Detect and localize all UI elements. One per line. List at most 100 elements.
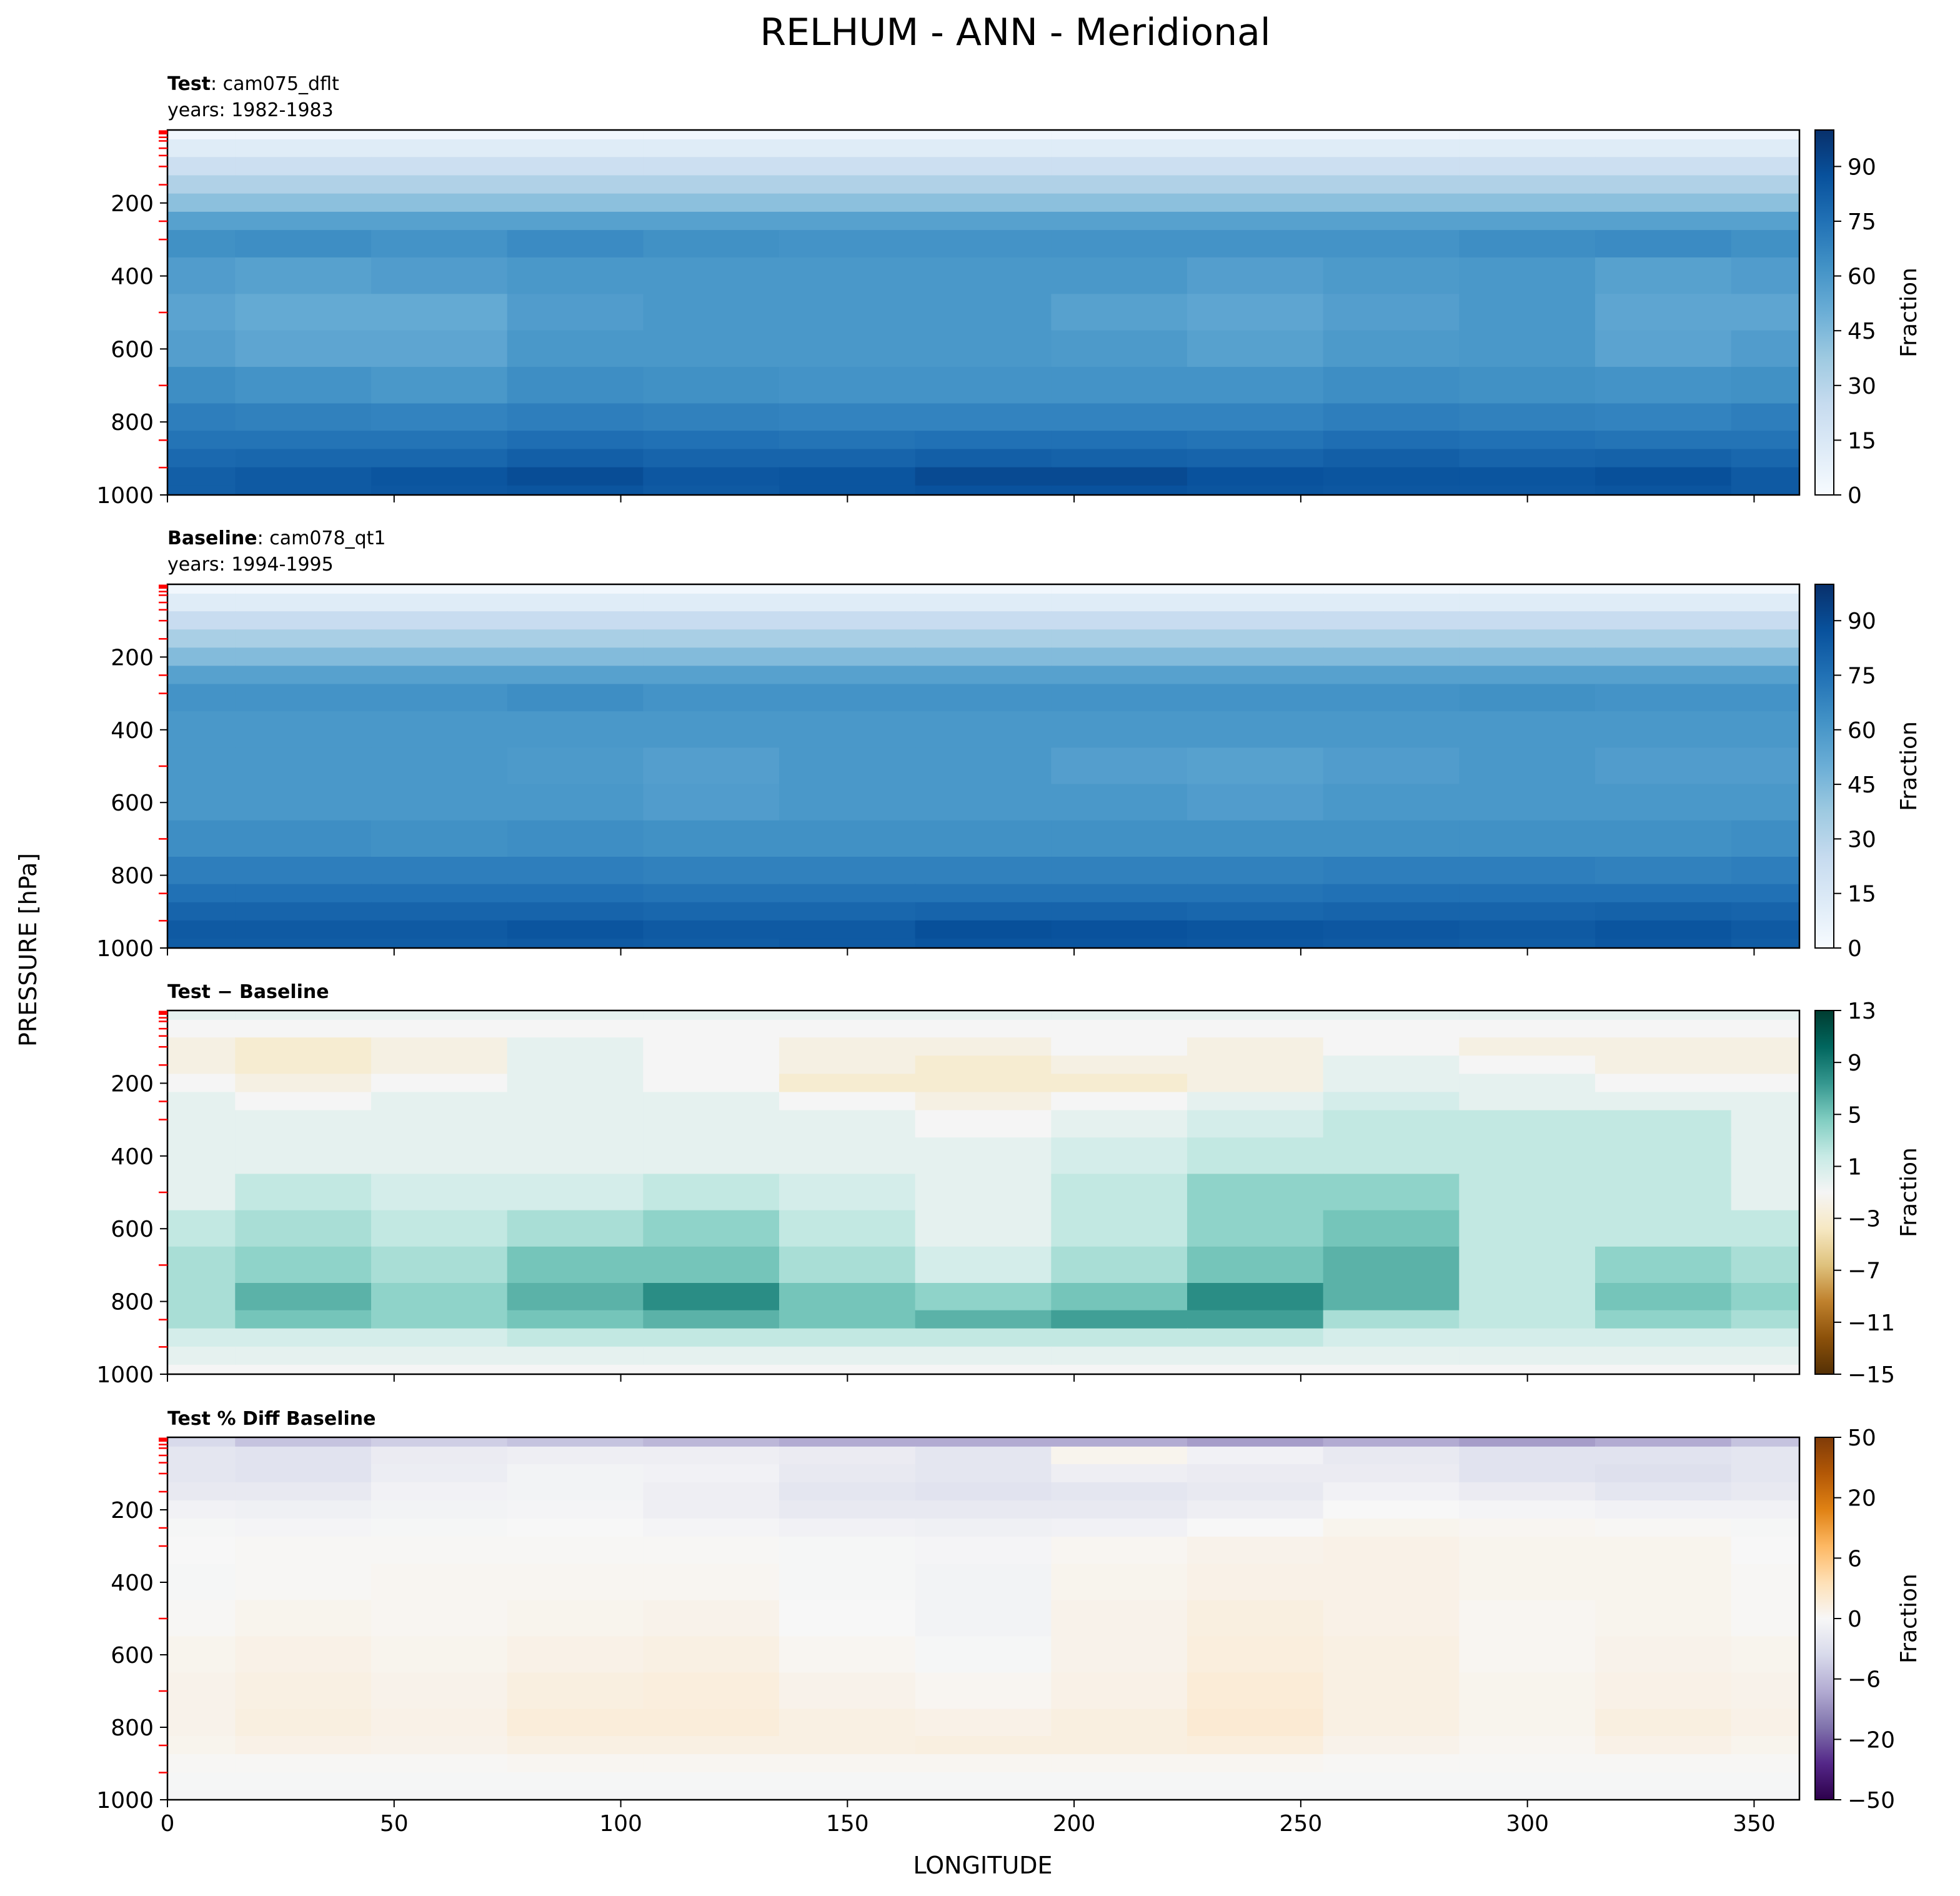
data-cell [235, 1564, 372, 1601]
data-cell [1459, 1092, 1596, 1111]
data-cell [235, 1519, 372, 1537]
data-cell [1323, 257, 1460, 295]
data-cell [1731, 1464, 1799, 1483]
data-cell [1051, 684, 1188, 712]
y-tick-label: 400 [111, 718, 154, 744]
data-cell [1459, 330, 1596, 368]
colorbar-tick-label: −50 [1848, 1788, 1895, 1814]
data-cell [915, 1600, 1052, 1637]
data-cell [167, 820, 236, 857]
y-tick-label: 200 [111, 1071, 154, 1097]
data-cell [915, 1283, 1052, 1311]
data-cell [371, 1482, 508, 1501]
data-cell [1051, 1736, 1188, 1755]
data-cell [167, 857, 236, 885]
data-cell [1323, 1110, 1460, 1139]
data-cell [371, 920, 508, 939]
data-cell [1731, 230, 1799, 258]
data-cell [235, 920, 372, 939]
colorbar-tick-label: 5 [1848, 1102, 1862, 1128]
data-cell [1595, 294, 1732, 331]
field-baseline [167, 584, 1799, 948]
data-cell [167, 1364, 236, 1374]
data-cell [1459, 1283, 1596, 1311]
data-cell [1731, 1092, 1799, 1111]
x-tick-label: 100 [599, 1811, 642, 1837]
data-cell [915, 175, 1052, 194]
data-cell [1595, 1709, 1732, 1737]
data-cell [915, 747, 1052, 785]
data-cell [643, 1310, 780, 1329]
data-cell [1323, 938, 1460, 948]
field-pctdiff [167, 1437, 1799, 1800]
data-cell [915, 1137, 1052, 1175]
data-cell [1459, 1364, 1596, 1374]
data-cell [1731, 1736, 1799, 1755]
data-cell [1187, 920, 1324, 939]
data-cell [1187, 820, 1324, 857]
data-cell [1051, 193, 1188, 212]
data-cell [235, 684, 372, 712]
panel-diff: Test − Baseline 200 400 600 800 1000 13 9 5 1 −3 −7… [96, 981, 1922, 1388]
colorbar-tick-label: −20 [1848, 1727, 1895, 1753]
data-cell [643, 367, 780, 404]
data-cell [1323, 1019, 1460, 1039]
y-tick-label: 600 [111, 337, 154, 362]
data-cell [1459, 857, 1596, 885]
data-cell [915, 1364, 1052, 1374]
data-cell [1187, 1736, 1324, 1755]
data-cell [1187, 1283, 1324, 1311]
data-cell [779, 1446, 916, 1465]
data-cell [167, 666, 236, 685]
colorbar-tick-label: 15 [1848, 428, 1876, 454]
data-cell [235, 1672, 372, 1710]
data-cell [1595, 647, 1732, 667]
data-cell [1187, 1790, 1324, 1800]
colorbar-tick-label: 50 [1848, 1425, 1876, 1451]
data-cell [1051, 157, 1188, 176]
data-cell [235, 1110, 372, 1139]
data-cell [779, 1636, 916, 1674]
data-cell [779, 938, 916, 948]
colorbar-tick-label: 30 [1848, 827, 1876, 852]
data-cell [1051, 1519, 1188, 1537]
data-cell [235, 367, 372, 404]
data-cell [1323, 857, 1460, 885]
data-cell [235, 1019, 372, 1039]
data-cell [1051, 1672, 1188, 1710]
data-cell [507, 1500, 644, 1519]
data-cell [1051, 902, 1188, 921]
data-cell [1051, 431, 1188, 450]
data-cell [1187, 1519, 1324, 1537]
data-cell [779, 820, 916, 857]
data-cell [371, 367, 508, 404]
data-cell [167, 367, 236, 404]
data-cell [1187, 139, 1324, 158]
data-cell [1459, 1037, 1596, 1057]
data-cell [1595, 684, 1732, 712]
data-cell [1731, 1564, 1799, 1601]
data-cell [507, 403, 644, 432]
data-cell [643, 175, 780, 194]
data-cell [235, 1364, 372, 1374]
data-cell [1731, 485, 1799, 495]
data-cell [1323, 1210, 1460, 1247]
data-cell [167, 747, 236, 785]
data-cell [507, 784, 644, 821]
data-cell [1323, 611, 1460, 631]
colorbar-tick-label: 45 [1848, 319, 1876, 344]
data-cell [167, 1736, 236, 1755]
data-cell [1187, 711, 1324, 749]
data-cell [1323, 1364, 1460, 1374]
data-cell [371, 1446, 508, 1465]
data-cell [915, 884, 1052, 903]
data-cell [235, 629, 372, 649]
data-cell [915, 584, 1052, 594]
data-cell [779, 1010, 916, 1020]
data-cell [167, 1137, 236, 1175]
data-cell [779, 330, 916, 368]
data-cell [235, 1346, 372, 1365]
data-cell [1187, 1092, 1324, 1111]
data-cell [1731, 938, 1799, 948]
data-cell [915, 330, 1052, 368]
